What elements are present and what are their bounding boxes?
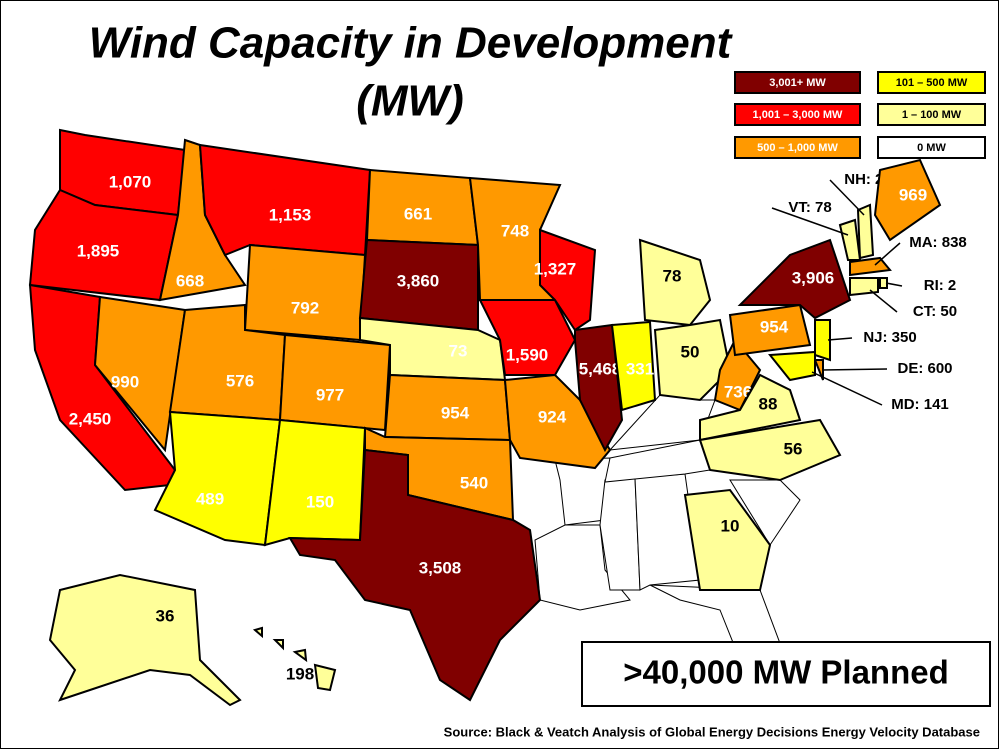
legend-swatch bbox=[877, 136, 986, 159]
state-label: 50 bbox=[681, 342, 700, 361]
state bbox=[814, 319, 831, 362]
state bbox=[48, 573, 242, 707]
state bbox=[610, 320, 657, 412]
state-label: 198 bbox=[286, 664, 314, 683]
state-label: 56 bbox=[784, 439, 803, 458]
source: Source: Black & Veatch Analysis of Globa… bbox=[444, 724, 980, 739]
state-label: DE: 600 bbox=[897, 360, 952, 377]
legend-label: 0 MW bbox=[917, 142, 946, 154]
state-label: 954 bbox=[760, 317, 789, 336]
state-label: 954 bbox=[441, 403, 470, 422]
state-label: 2,450 bbox=[69, 409, 112, 428]
state bbox=[713, 338, 762, 412]
state-label: 73 bbox=[449, 341, 468, 360]
legend-swatch bbox=[734, 136, 861, 159]
leader-line bbox=[771, 207, 849, 236]
state bbox=[768, 350, 816, 382]
state bbox=[243, 243, 367, 342]
state bbox=[93, 295, 187, 453]
leader-line bbox=[885, 282, 903, 287]
state bbox=[683, 488, 772, 591]
legend-label: 1 – 100 MW bbox=[902, 109, 962, 121]
state bbox=[278, 333, 392, 432]
state-label: 1,070 bbox=[109, 172, 152, 191]
state bbox=[272, 639, 284, 651]
state-label: 3,508 bbox=[419, 558, 462, 577]
state bbox=[288, 448, 542, 702]
state bbox=[252, 626, 263, 639]
state-label: 489 bbox=[196, 489, 224, 508]
zero-states bbox=[534, 394, 801, 701]
state-label: 36 bbox=[156, 606, 175, 625]
legend-label: 3,001+ MW bbox=[769, 77, 826, 89]
banner: >40,000 MW Planned bbox=[623, 654, 949, 691]
state-label: 969 bbox=[899, 185, 927, 204]
leader-line bbox=[874, 242, 901, 266]
state-label: 1,895 bbox=[77, 241, 120, 260]
leader-line bbox=[869, 289, 898, 313]
title-line: Wind Capacity in Development bbox=[89, 19, 734, 68]
state-label: 1,327 bbox=[534, 259, 577, 278]
state bbox=[313, 663, 337, 692]
state bbox=[698, 418, 842, 482]
state-label: RI: 2 bbox=[924, 277, 957, 294]
state-label: 661 bbox=[404, 204, 432, 223]
state-sc bbox=[729, 479, 801, 546]
state-ky bbox=[608, 394, 716, 451]
state-label: 10 bbox=[721, 516, 740, 535]
state bbox=[292, 648, 308, 663]
state-label: 78 bbox=[663, 266, 682, 285]
state-label: 3,906 bbox=[792, 268, 835, 287]
leader-line bbox=[829, 179, 865, 216]
legend-label: 1,001 – 3,000 MW bbox=[753, 109, 844, 121]
state-label: 540 bbox=[460, 473, 488, 492]
banner-box bbox=[581, 641, 991, 707]
state-tn bbox=[604, 439, 711, 483]
state-label: 924 bbox=[538, 407, 567, 426]
state bbox=[263, 418, 367, 547]
state-label: 3,860 bbox=[397, 271, 440, 290]
legend-swatch bbox=[877, 103, 986, 126]
state-label: 748 bbox=[501, 221, 529, 240]
legend-swatch bbox=[734, 71, 861, 94]
state-label: 331 bbox=[626, 359, 654, 378]
state bbox=[728, 303, 812, 357]
state-label: 150 bbox=[306, 492, 334, 511]
state-label: 736 bbox=[724, 382, 752, 401]
state-label: 5,468 bbox=[579, 359, 622, 378]
leader-line bbox=[821, 368, 888, 371]
state bbox=[873, 158, 942, 242]
state-label: 977 bbox=[316, 385, 344, 404]
state-label: 1,153 bbox=[269, 205, 312, 224]
state-label: MD: 141 bbox=[891, 396, 949, 413]
state bbox=[638, 238, 712, 327]
state bbox=[503, 373, 612, 470]
state bbox=[849, 256, 892, 277]
legend-label: 500 – 1,000 MW bbox=[757, 142, 838, 154]
state bbox=[879, 277, 888, 289]
state-label: 990 bbox=[111, 372, 139, 391]
legend-swatch bbox=[877, 71, 986, 94]
state-label: NJ: 350 bbox=[863, 329, 916, 346]
state-label: 576 bbox=[226, 371, 254, 390]
state bbox=[737, 238, 852, 320]
title-line: (MW) bbox=[356, 77, 464, 126]
state-label: 792 bbox=[291, 298, 319, 317]
legend-label: 101 – 500 MW bbox=[896, 77, 968, 89]
state-label: CT: 50 bbox=[913, 303, 957, 320]
state-label: VT: 78 bbox=[788, 199, 831, 216]
state-label: 1,590 bbox=[506, 345, 549, 364]
leader-line bbox=[827, 337, 853, 341]
state bbox=[856, 203, 875, 260]
state-label: 88 bbox=[759, 394, 778, 413]
state-label: 668 bbox=[176, 271, 204, 290]
state-label: MA: 838 bbox=[909, 234, 967, 251]
leader-line bbox=[811, 371, 883, 406]
legend-swatch bbox=[734, 103, 861, 126]
